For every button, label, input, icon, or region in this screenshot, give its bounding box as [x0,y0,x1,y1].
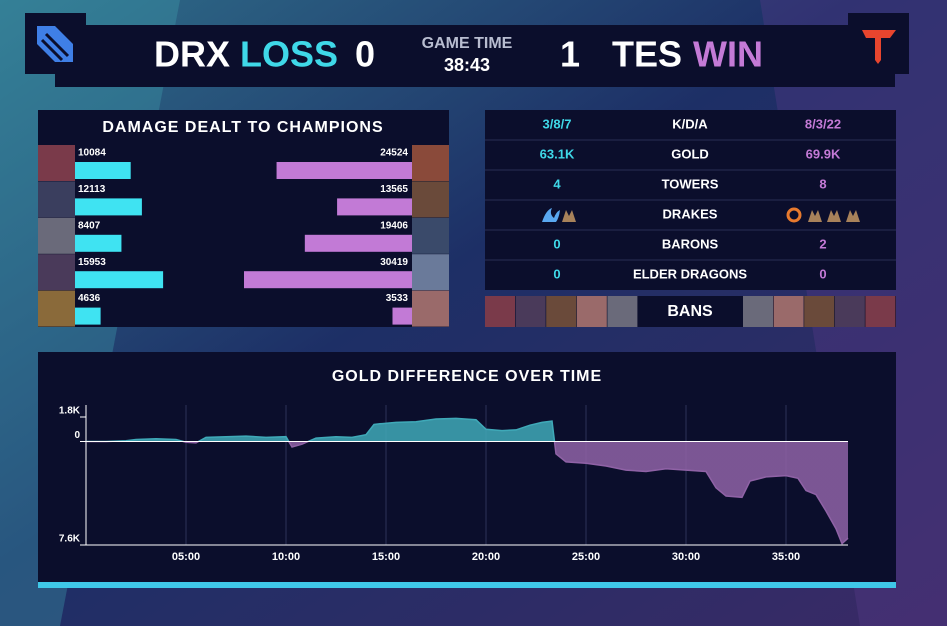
drakes-left [542,208,576,222]
stat-label: DRAKES [663,206,718,221]
stat-label: ELDER DRAGONS [633,266,747,281]
damage-bar [75,307,101,325]
stat-right: 2 [819,236,826,251]
area [86,418,848,544]
stat-left: 63.1K [540,146,575,161]
stat-left: 0 [553,266,560,281]
line [86,417,849,545]
damage-title: DAMAGE DEALT TO CHAMPIONS [102,119,383,136]
stat-label: TOWERS [662,176,719,191]
ban-portrait [576,296,607,327]
damage-bar [75,162,131,179]
stat-right: 8 [819,176,826,191]
y-tick-label: 0 [74,430,80,441]
drake-icon [808,210,822,222]
ban-portrait [865,296,896,327]
drakes-right [786,207,860,223]
portrait [38,254,75,291]
team2-name: TES [612,34,682,75]
x-tick-label: 15:00 [372,551,400,563]
team1-logo-mark [40,32,70,62]
stat-right: 69.9K [806,146,841,161]
stat-right: 8/3/22 [805,116,841,131]
team1-name: DRX [154,34,230,75]
damage-value: 3533 [386,293,409,304]
ban-portrait [546,296,577,327]
damage-bar [244,271,412,289]
damage-value: 4636 [78,293,101,304]
drake-icon [562,210,576,222]
drake-icon [786,207,802,223]
x-tick-label: 25:00 [572,551,600,563]
drake-icon [542,208,560,222]
damage-value: 8407 [78,220,101,231]
damage-value: 13565 [380,184,408,195]
x-tick-label: 05:00 [172,551,200,563]
portrait [412,290,449,327]
team2-logo-mark [862,30,896,64]
damage-bar [276,162,412,179]
x-tick-label: 30:00 [672,551,700,563]
game-time: 38:43 [444,55,490,75]
team2-result: WIN [693,34,763,75]
drake-icon [827,210,841,222]
stat-label: BARONS [662,236,719,251]
damage-value: 10084 [78,148,106,159]
portrait [38,145,75,181]
y-tick-label: 1.8K [59,406,81,417]
damage-value: 19406 [380,220,408,231]
y-tick-label: 7.6K [59,534,81,545]
damage-bar [337,198,412,216]
drake-icon [846,210,860,222]
damage-rows: 10084 24524 12113 13565 8407 19406 15953 30419 4… [38,145,449,327]
damage-bar [304,234,412,252]
ban-portrait [515,296,546,327]
stat-left: 3/8/7 [543,116,572,131]
team2-score: 1 [560,34,580,75]
team1-result: LOSS [240,34,338,75]
ban-portrait [485,296,515,327]
bans-label: BANS [667,303,713,320]
stat-left: 4 [553,176,561,191]
x-tick-label: 35:00 [772,551,800,563]
damage-value: 12113 [78,184,106,195]
damage-value: 30419 [380,257,408,268]
portrait [38,290,75,327]
bans-portraits [485,296,896,327]
damage-bar [75,234,122,252]
stat-label: GOLD [671,146,709,161]
chart-title: GOLD DIFFERENCE OVER TIME [332,368,602,385]
game-time-label: GAME TIME [422,35,513,52]
team1-score: 0 [355,34,375,75]
damage-bar [75,271,164,289]
damage-value: 15953 [78,257,106,268]
ban-portrait [773,296,804,327]
ban-portrait [804,296,835,327]
ban-portrait [834,296,865,327]
header-bar [55,25,895,87]
damage-panel [38,110,449,327]
damage-bar [392,307,412,325]
stats-rows: K/D/A 3/8/7 8/3/22 GOLD 63.1K 69.9K TOWERS 4 8 DR… [485,116,896,281]
portrait [412,145,449,181]
stat-right: 0 [819,266,826,281]
stat-left: 0 [553,236,560,251]
stat-label: K/D/A [672,116,708,131]
portrait [412,181,449,218]
damage-bar [75,198,142,216]
portrait [38,217,75,254]
gold-chart: 05:00 10:00 15:00 20:00 25:00 30:00 35:00 1.8K 0… [59,405,849,563]
portrait [38,181,75,218]
damage-value: 24524 [380,148,408,159]
ban-portrait [743,296,773,327]
x-tick-label: 10:00 [272,551,300,563]
portrait [412,217,449,254]
panel-stripe [38,582,896,588]
x-tick-label: 20:00 [472,551,500,563]
ban-portrait [607,296,638,327]
portrait [412,254,449,291]
